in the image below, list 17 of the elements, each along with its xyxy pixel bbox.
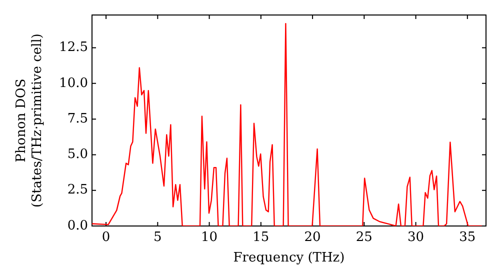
y-tick-label: 5.0 xyxy=(67,147,88,162)
y-tick-label: 0.0 xyxy=(67,218,88,234)
x-tick-label: 15 xyxy=(252,230,270,246)
y-axis-title: Phonon DOS (States/THz·primitive cell) xyxy=(14,33,45,208)
x-tick-label: 0 xyxy=(102,230,110,246)
x-tick-label: 30 xyxy=(408,230,424,246)
x-tick-label: 25 xyxy=(356,230,372,246)
y-tick-label: 7.5 xyxy=(67,111,88,126)
line-series xyxy=(92,22,482,226)
x-tick-label: 10 xyxy=(201,230,218,246)
y-tick-label: 12.5 xyxy=(59,40,88,56)
x-tick-label: 20 xyxy=(304,230,321,246)
y-tick-label: 2.5 xyxy=(67,182,88,198)
x-tick-label: 35 xyxy=(459,230,476,246)
x-tick-label: 5 xyxy=(154,230,162,246)
y-tick-label: 10.0 xyxy=(59,76,88,91)
x-axis-title: Frequency (THz) xyxy=(233,250,345,266)
